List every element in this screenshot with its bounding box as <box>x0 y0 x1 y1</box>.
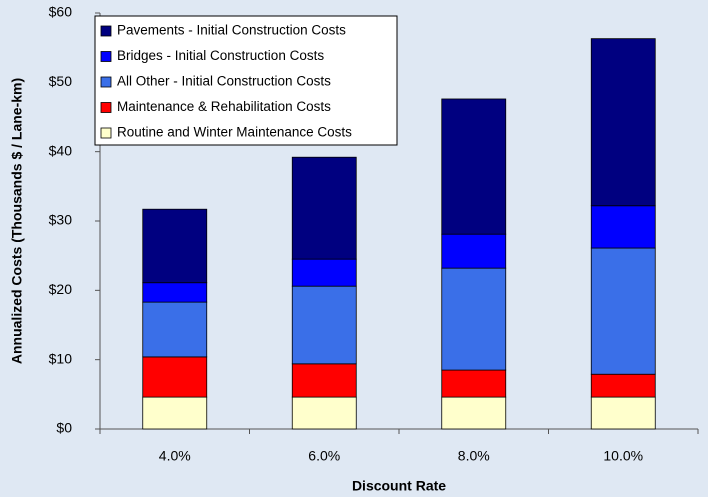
x-tick-label: 8.0% <box>458 448 490 464</box>
bar-segment <box>590 38 656 207</box>
legend-label: Pavements - Initial Construction Costs <box>117 23 346 38</box>
bar-segment <box>291 156 357 260</box>
legend-swatch <box>100 127 112 139</box>
bar-segment <box>590 247 656 375</box>
bar-segment <box>142 282 208 303</box>
y-axis-title: Annualized Costs (Thousands $ / Lane-km) <box>9 78 25 364</box>
legend-label: All Other - Initial Construction Costs <box>117 74 331 89</box>
legend-label: Maintenance & Rehabilitation Costs <box>117 99 331 114</box>
bar-segment <box>590 396 656 430</box>
y-tick-label: $20 <box>49 281 73 297</box>
x-axis-title: Discount Rate <box>352 478 446 494</box>
bar-segment <box>590 205 656 249</box>
x-tick-label: 6.0% <box>308 448 340 464</box>
y-tick-label: $0 <box>56 420 72 436</box>
bar-segment <box>441 396 507 430</box>
bar-segment <box>291 363 357 398</box>
bar-segment <box>291 258 357 287</box>
y-tick-label: $10 <box>49 350 73 366</box>
y-tick-label: $60 <box>49 4 73 20</box>
bar-segment <box>142 208 208 284</box>
legend-swatch <box>100 51 112 62</box>
legend-box <box>94 15 398 146</box>
legend-swatch <box>100 25 112 37</box>
legend-label: Routine and Winter Maintenance Costs <box>117 125 352 140</box>
bar-segment <box>590 373 656 398</box>
legend-label: Bridges - Initial Construction Costs <box>117 48 324 63</box>
y-tick-label: $30 <box>49 212 73 228</box>
y-tick-label: $40 <box>49 142 73 158</box>
bar-segment <box>291 285 357 365</box>
bar-segment <box>291 396 357 430</box>
x-tick-label: 4.0% <box>159 448 191 464</box>
bar-segment <box>441 369 507 398</box>
bar-segment <box>142 301 208 358</box>
bar-segment <box>441 267 507 371</box>
x-tick-label: 10.0% <box>603 448 643 464</box>
legend-swatch <box>100 102 112 113</box>
bar-segment <box>142 356 208 398</box>
bar-segment <box>142 396 208 430</box>
bar-segment <box>441 233 507 269</box>
bar-segment <box>441 98 507 235</box>
y-tick-label: $50 <box>49 73 73 89</box>
legend-swatch <box>100 76 112 88</box>
